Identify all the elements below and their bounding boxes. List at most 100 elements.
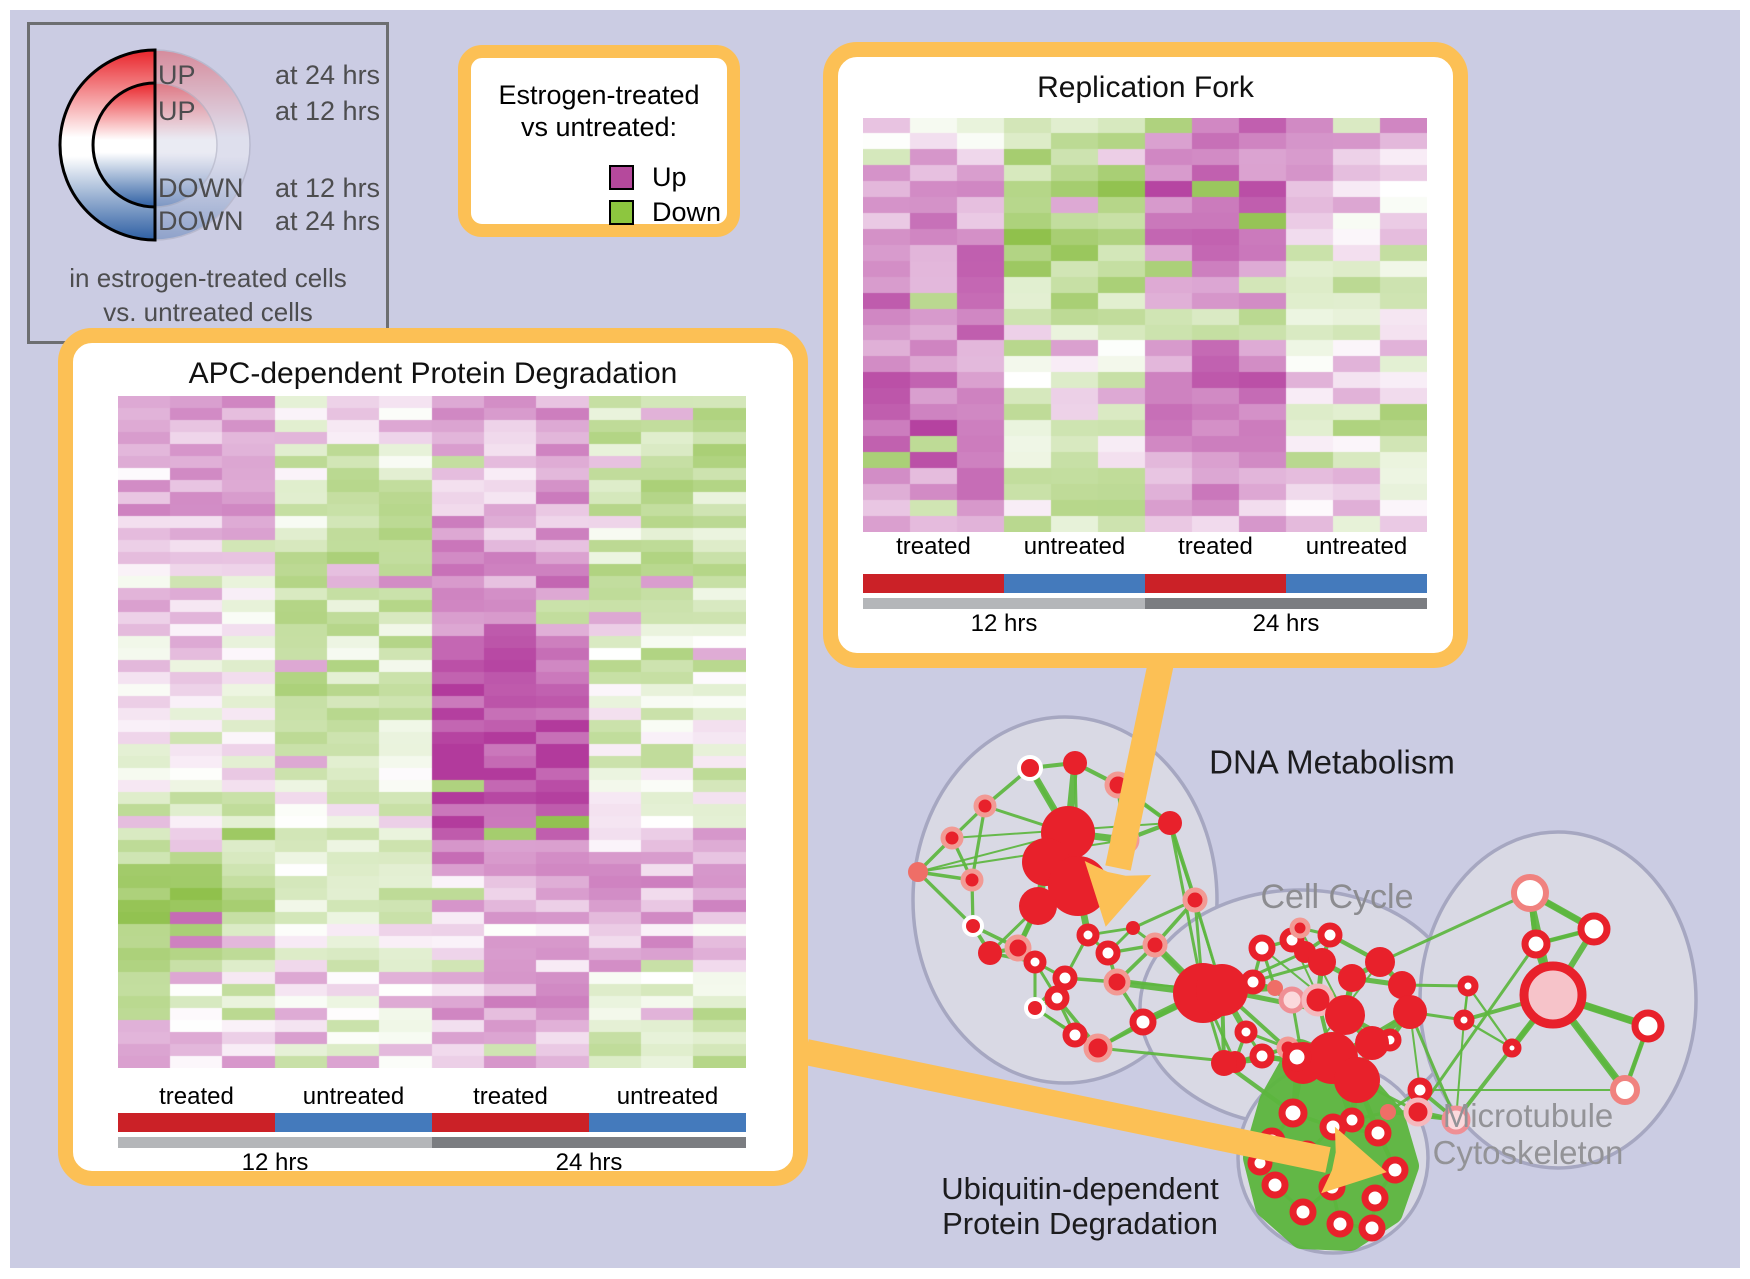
inner-ring-left-half (91, 81, 157, 209)
network-node-cc-20 (1388, 971, 1416, 999)
network-edge-dna (970, 804, 987, 882)
network-node-mt-6 (1631, 1009, 1665, 1043)
cluster-label-ub: Ubiquitin-dependent Protein Degradation (941, 1171, 1219, 1241)
group-label-treated-0: treated (896, 533, 971, 560)
time-label-24hrs: 24 hrs (1252, 610, 1320, 637)
network-node-ub-9 (1361, 1184, 1389, 1212)
legend-item-up: Up (609, 162, 687, 193)
network-node-dna-28 (1129, 1008, 1157, 1036)
network-node-cc-16 (1334, 1057, 1380, 1103)
network-node-dna-15 (1076, 923, 1100, 947)
network-node-cc-21 (1393, 995, 1427, 1029)
up-color-swatch (609, 165, 634, 190)
network-node-cc-26 (1380, 1104, 1396, 1120)
network-node-dna-18 (1126, 921, 1140, 935)
network-node-cc-25 (1407, 1077, 1433, 1103)
network-node-ub-7 (1261, 1171, 1289, 1199)
down-24-time: at 24 hrs (275, 206, 381, 236)
legend-item-down: Down (609, 197, 721, 228)
network-node-ub-6 (1381, 1156, 1409, 1184)
cluster-label-line: Ubiquitin-dependent (941, 1171, 1219, 1206)
network-node-mt-2 (1521, 929, 1551, 959)
up-label: Up (652, 162, 687, 192)
cluster-label-line: Protein Degradation (942, 1206, 1218, 1241)
network-node-dna-1 (1063, 751, 1087, 775)
inner-ring-right-half (154, 82, 218, 208)
network-node-mt-3 (1519, 961, 1587, 1029)
network-node-dna-10 (1019, 887, 1057, 925)
network-node-ub-1 (1278, 1098, 1308, 1128)
network-node-dna-26 (1024, 997, 1046, 1019)
network-node-cc-8 (1278, 986, 1306, 1014)
cluster-label-line: Cell Cycle (1260, 878, 1414, 916)
time-label-12hrs: 12 hrs (241, 1149, 309, 1176)
group-bar-untreated-1 (275, 1113, 432, 1132)
time-label-24hrs: 24 hrs (555, 1149, 623, 1176)
network-node-cc-7 (1267, 980, 1283, 996)
group-label-untreated-1: untreated (1023, 533, 1126, 560)
network-node-ub-3 (1364, 1119, 1392, 1147)
network-node-cc-29 (1355, 1026, 1389, 1060)
apc-panel-title: APC-dependent Protein Degradation (188, 357, 678, 390)
arrow-shaft-rf-to-dna (1105, 655, 1175, 871)
group-label-untreated-1: untreated (302, 1083, 405, 1110)
network-node-dna-14 (1004, 934, 1032, 962)
group-bar-untreated-1 (1004, 574, 1145, 593)
group-label-treated-2: treated (1178, 533, 1253, 560)
replication-fork-heatmap-panel: Replication Fork treated untreated treated… (823, 42, 1468, 668)
network-node-mt-0 (1511, 874, 1549, 912)
network-node-ub-13 (1211, 1050, 1237, 1076)
network-node-dna-24 (1044, 985, 1070, 1011)
up-24-dir: UP (158, 60, 196, 90)
network-node-cc-22 (1289, 917, 1311, 939)
up-12-time: at 12 hrs (275, 96, 381, 126)
network-node-dna-0 (1017, 755, 1043, 781)
network-node-cc-12 (1249, 1043, 1275, 1069)
network-node-dna-4 (940, 826, 964, 850)
network-node-dna-21 (1052, 965, 1078, 991)
arrow-shaft-apc-to-ub (803, 1039, 1331, 1173)
network-edge-cc (1408, 1010, 1458, 1122)
network-node-cc-11 (1234, 1020, 1258, 1044)
rf-heatmap (863, 118, 1427, 532)
legend-caption-line1: in estrogen-treated cells (69, 263, 347, 293)
rf-panel-title: Replication Fork (1037, 71, 1254, 104)
group-label-treated-2: treated (473, 1083, 548, 1110)
network-node-mt-4 (1457, 975, 1479, 997)
group-bar-treated-2 (1145, 574, 1286, 593)
legend-caption-line2: vs. untreated cells (103, 297, 313, 327)
cluster-label-line: Microtubule (1442, 1097, 1614, 1134)
estrogen-legend-title-line2: vs untreated: (520, 112, 678, 142)
network-node-cc-1 (1248, 934, 1276, 962)
group-label-untreated-3: untreated (1305, 533, 1408, 560)
arrow-head-apc-to-ub (1321, 1126, 1387, 1194)
cluster-label-line: DNA Metabolism (1209, 743, 1455, 781)
updown-legend-box: UP at 24 hrs UP at 12 hrs DOWN at 12 hrs… (27, 22, 389, 344)
network-node-cc-19 (1365, 947, 1395, 977)
network-node-cc-27 (1403, 1097, 1433, 1127)
group-bar-treated-2 (432, 1113, 589, 1132)
network-cross-edge (1416, 942, 1538, 1114)
network-node-cc-0 (1196, 964, 1248, 1016)
network-node-dna-19 (1142, 932, 1168, 958)
time-label-12hrs: 12 hrs (970, 610, 1038, 637)
network-node-mt-7 (1610, 1075, 1640, 1105)
group-bar-untreated-3 (1286, 574, 1427, 593)
estrogen-legend-box: Estrogen-treated vs untreated: Up Down (458, 45, 740, 237)
up-24-time: at 24 hrs (275, 60, 381, 90)
apc-heatmap-panel: APC-dependent Protein Degradation treate… (58, 328, 808, 1186)
network-cross-edge (1455, 1019, 1465, 1121)
network-node-dna-20 (1182, 887, 1208, 913)
network-node-ub-11 (1326, 1210, 1354, 1238)
network-node-dna-5 (960, 868, 984, 892)
network-node-cc-5 (1338, 964, 1366, 992)
network-node-mt-1 (1577, 912, 1611, 946)
network-node-ub-10 (1289, 1198, 1317, 1226)
up-12-dir: UP (158, 96, 196, 126)
network-node-dna-23 (978, 941, 1002, 965)
group-bar-treated-0 (863, 574, 1004, 593)
network-node-cc-28 (1441, 1105, 1471, 1135)
apc-heatmap (118, 396, 746, 1068)
estrogen-legend-title-line1: Estrogen-treated (498, 80, 700, 110)
